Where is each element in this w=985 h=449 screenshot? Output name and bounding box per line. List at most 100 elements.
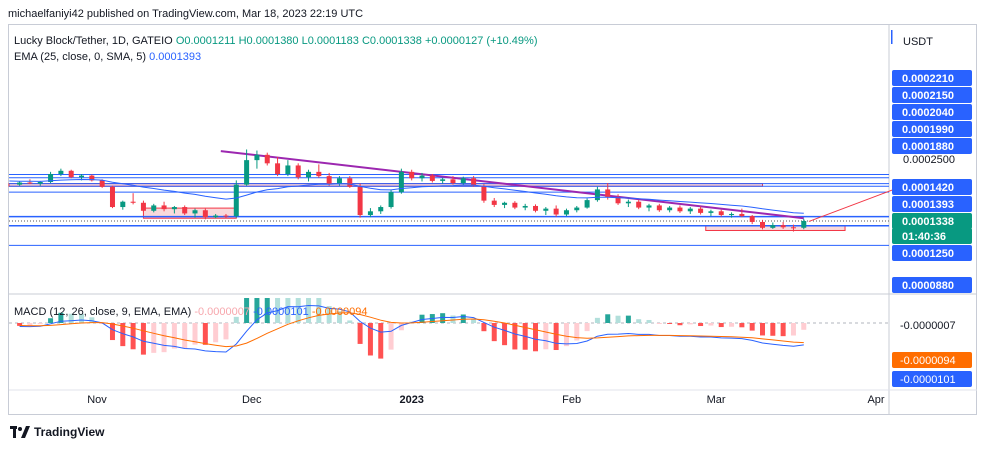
candle-51 [460, 176, 466, 186]
macd-hist-bar-23 [171, 323, 177, 349]
macd-hist-bar-51 [460, 314, 466, 323]
symbol-legend[interactable]: Lucky Block/Tether, 1D, GATEIO O0.000121… [14, 35, 538, 47]
candle-28 [223, 213, 229, 219]
candle-body [522, 205, 528, 208]
macd-hist-bar-36 [306, 298, 312, 323]
macd-hist-bar-52 [471, 318, 477, 323]
candle-body [605, 189, 611, 198]
macd-hist-bar-14 [79, 313, 85, 323]
candle-40 [347, 176, 353, 188]
candle-body [192, 210, 198, 214]
candle-53 [481, 184, 487, 203]
tradingview-brand[interactable]: TradingView [10, 425, 104, 439]
macd-tag-bg [892, 317, 972, 333]
candle-body [790, 227, 796, 229]
candle-56 [512, 201, 518, 210]
candle-body [667, 207, 673, 211]
candle-22 [161, 201, 167, 212]
price-tag-bg [892, 121, 972, 137]
price-tag-3: 0.0001990 [892, 121, 972, 137]
macd-tag-1: -0.0000094 [892, 352, 972, 368]
macd-hist-value: -0.0000007 [194, 306, 251, 318]
macd-hist-bar-60 [553, 323, 559, 351]
macd-legend[interactable]: MACD (12, 26, close, 9, EMA, EMA) -0.000… [14, 306, 367, 318]
candle-66 [615, 194, 621, 205]
candle-body [481, 185, 487, 201]
price-tag-label: 0.0002150 [902, 90, 954, 102]
candle-78 [739, 208, 745, 218]
macd-hist-bar-55 [502, 323, 508, 346]
candle-body [687, 208, 693, 212]
candle-57 [522, 203, 528, 211]
macd-hist-bar-79 [749, 323, 755, 331]
candle-30 [244, 149, 250, 186]
ema-legend[interactable]: EMA (25, close, 0, SMA, 5) 0.0001393 [14, 51, 201, 63]
macd-hist-bar-11 [48, 318, 54, 323]
macd-hist-bar-76 [718, 323, 724, 328]
candle-47 [419, 172, 425, 182]
candle-body [357, 186, 363, 216]
price-tag-label: 0.0001880 [902, 141, 954, 153]
candle-body [89, 175, 95, 181]
macd-hist-bar-69 [646, 319, 652, 323]
price-tag-label: 0.0001393 [902, 199, 954, 211]
price-tag-9: 0.0001250 [892, 245, 972, 261]
candle-59 [543, 207, 549, 216]
candle-body [347, 178, 353, 187]
candle-84 [801, 218, 807, 230]
candle-49 [440, 177, 446, 184]
macd-hist-bar-34 [285, 298, 291, 323]
macd-hist-bar-28 [223, 323, 229, 340]
candle-body [739, 213, 745, 217]
candle-13 [68, 169, 74, 179]
price-tag-label: 0.0001420 [902, 182, 954, 194]
macd-hist-bar-83 [790, 323, 796, 336]
candle-82 [780, 221, 786, 229]
candle-67 [625, 199, 631, 208]
ema-line [9, 178, 804, 214]
candle-19 [130, 193, 136, 205]
brand-label: TradingView [34, 425, 105, 439]
price-tag-bg [892, 138, 972, 154]
candle-body [708, 211, 714, 213]
candle-body [388, 192, 394, 208]
price-tag-bg [892, 196, 972, 212]
price-tick-label-0: 0.0002500 [903, 154, 955, 166]
price-tag-5: 0.0001420 [892, 179, 972, 195]
axis-handle-icon [891, 30, 893, 44]
candle-body [336, 178, 342, 184]
macd-hist-bar-18 [120, 323, 126, 347]
candle-79 [749, 215, 755, 225]
macd-hist-bar-64 [594, 317, 600, 323]
macd-hist-bar-43 [378, 323, 384, 359]
price-tag-bg [892, 70, 972, 86]
macd-hist-bar-25 [192, 323, 198, 345]
candle-body [285, 165, 291, 174]
macd-hist-bar-42 [367, 323, 373, 356]
candle-body [698, 208, 704, 213]
macd-hist-bar-77 [729, 323, 735, 327]
x-axis-label-2: 2023 [399, 394, 423, 406]
macd-hist-bar-27 [213, 323, 219, 343]
macd-hist-bar-22 [161, 323, 167, 353]
macd-hist-bar-62 [574, 323, 580, 341]
macd-hist-bar-75 [708, 323, 714, 326]
macd-hist-bar-67 [625, 315, 631, 323]
candle-body [718, 211, 724, 216]
candle-46 [409, 169, 415, 181]
macd-hist-bar-68 [636, 319, 642, 323]
currency-label: USDT [903, 36, 933, 48]
candle-body [254, 154, 260, 161]
macd-hist-bar-38 [326, 306, 332, 323]
tradingview-logo-icon [10, 426, 30, 438]
macd-tag-label: -0.0000094 [900, 355, 956, 367]
candle-18 [120, 200, 126, 210]
price-tag-label: 0.0000880 [902, 280, 954, 292]
candle-16 [99, 179, 105, 188]
candle-body [27, 182, 33, 184]
price-tag-6: 0.0001393 [892, 196, 972, 212]
candle-71 [667, 205, 673, 213]
candle-body [161, 205, 167, 210]
candle-63 [584, 198, 590, 209]
